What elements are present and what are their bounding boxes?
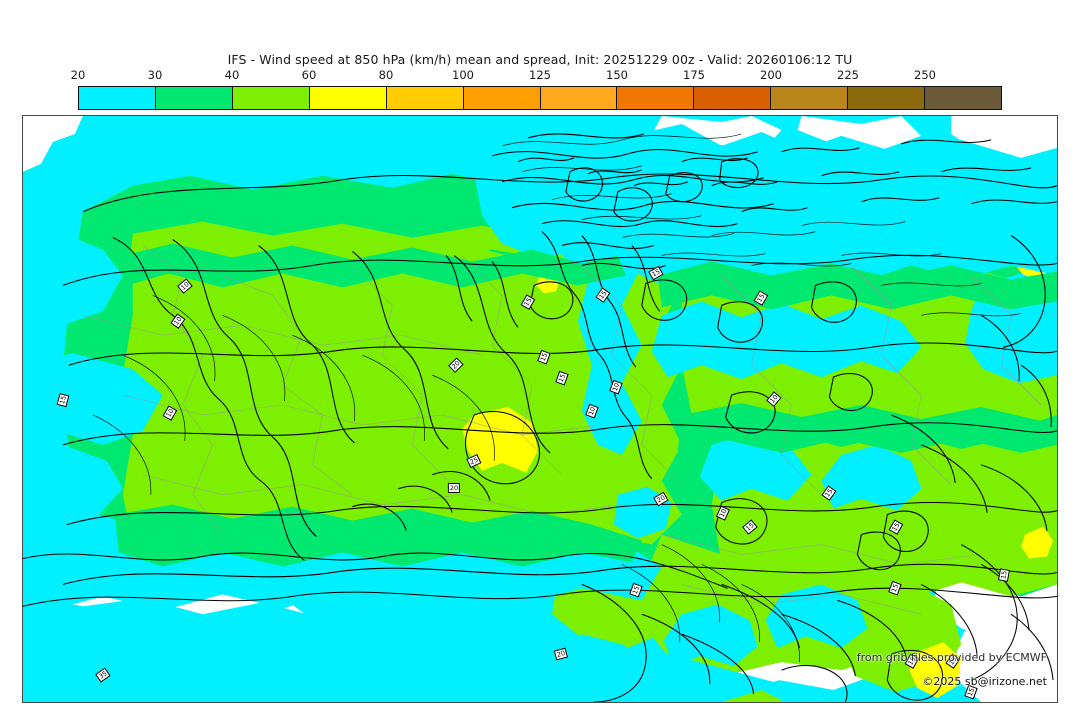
colorbar-tick-20: 20: [70, 68, 86, 82]
colorbar-band-225: [848, 87, 926, 109]
colorbar-band-125: [540, 87, 618, 109]
colorbar-tick-labels: 20 30 40 60 80 100 125 150 175 200 225 250: [71, 67, 1002, 83]
colorbar-band-60: [309, 87, 387, 109]
colorbar-band-40: [232, 87, 310, 109]
attribution-copyright: ©2025 sb@irizone.net: [922, 675, 1047, 688]
colorbar-band-150: [617, 87, 695, 109]
colorbar-tick-150: 150: [606, 68, 628, 82]
colorbar-band-100: [463, 87, 541, 109]
colorbar-band-250: [925, 87, 1002, 109]
wind-speed-contour-map: [23, 116, 1057, 702]
colorbar-tick-80: 80: [378, 68, 394, 82]
colorbar-band-175: [694, 87, 772, 109]
colorbar-tick-60: 60: [301, 68, 317, 82]
colorbar-tick-225: 225: [837, 68, 859, 82]
colorbar-band-30: [155, 87, 233, 109]
colorbar-tick-30: 30: [147, 68, 163, 82]
colorbar-band-80: [386, 87, 464, 109]
colorbar-tick-200: 200: [760, 68, 782, 82]
map-panel[interactable]: 10 15 10 10 15 15 15 15 10 15 10 15 10 25 20 20 10 15 15 15…: [22, 115, 1058, 703]
colorbar-tick-250: 250: [914, 68, 936, 82]
colorbar-tick-175: 175: [683, 68, 705, 82]
colorbar-band-20: [79, 87, 156, 109]
colorbar-band-200: [771, 87, 849, 109]
colorbar-bands: [78, 86, 1002, 110]
colorbar-tick-40: 40: [224, 68, 240, 82]
page-title: IFS - Wind speed at 850 hPa (km/h) mean …: [227, 52, 853, 67]
colorbar-tick-125: 125: [529, 68, 551, 82]
attribution-source: from grib files provided by ECMWF: [856, 651, 1047, 664]
colorbar: 20 30 40 60 80 100 125 150 175 200 225 250: [71, 68, 1002, 110]
colorbar-tick-100: 100: [452, 68, 474, 82]
